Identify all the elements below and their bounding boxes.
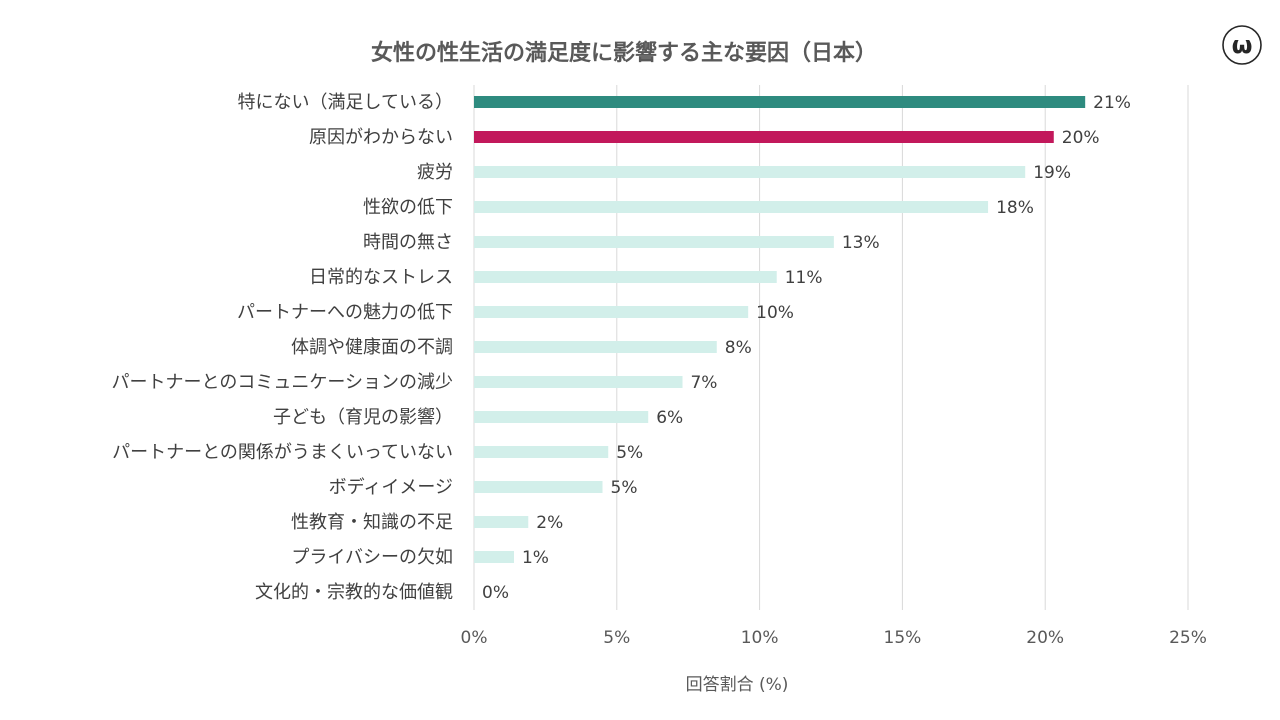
x-tick-label: 10% bbox=[741, 628, 779, 648]
data-label: 2% bbox=[536, 513, 563, 533]
category-label: 原因がわからない bbox=[309, 127, 453, 148]
bar-13 bbox=[474, 551, 514, 563]
data-label: 11% bbox=[785, 268, 823, 288]
category-label: プライバシーの欠如 bbox=[291, 547, 453, 568]
chart-title: 女性の性生活の満足度に影響する主な要因（日本） bbox=[371, 40, 877, 66]
data-label: 18% bbox=[996, 198, 1034, 218]
bar-2 bbox=[474, 166, 1026, 178]
data-label: 5% bbox=[616, 443, 643, 463]
category-label: パートナーへの魅力の低下 bbox=[237, 302, 453, 323]
category-label: 時間の無さ bbox=[363, 232, 453, 253]
data-label: 20% bbox=[1062, 128, 1100, 148]
x-tick-label: 20% bbox=[1026, 628, 1064, 648]
x-tick-label: 15% bbox=[884, 628, 922, 648]
category-label: パートナーとの関係がうまくいっていない bbox=[112, 442, 453, 463]
brand-logo: ω bbox=[1222, 25, 1262, 65]
bar-7 bbox=[474, 341, 717, 353]
category-label: 文化的・宗教的な価値観 bbox=[255, 582, 453, 603]
category-labels: 特にない（満足している） 原因がわからない疲労性欲の低下時間の無さ日常的なストレス… bbox=[112, 92, 453, 603]
category-label: 体調や健康面の不調 bbox=[291, 337, 453, 358]
category-label: パートナーとのコミュニケーションの減少 bbox=[112, 372, 453, 393]
x-tick-label: 0% bbox=[461, 628, 488, 648]
x-axis-title: 回答割合 (%) bbox=[686, 675, 789, 695]
bar-8 bbox=[474, 376, 683, 388]
data-label: 13% bbox=[842, 233, 880, 253]
bar-4 bbox=[474, 236, 834, 248]
data-label: 19% bbox=[1033, 163, 1071, 183]
data-label: 8% bbox=[725, 338, 752, 358]
data-labels: 21% 20% 19% 18% 13% 11% 10%8% 7% 6% 5% 5% 2% 1% 0% bbox=[482, 93, 1131, 603]
data-label: 7% bbox=[690, 373, 717, 393]
category-label: ボディイメージ bbox=[329, 477, 453, 498]
bar-1 bbox=[474, 131, 1054, 143]
x-tick-label: 5% bbox=[603, 628, 630, 648]
bar-12 bbox=[474, 516, 529, 528]
bar-9 bbox=[474, 411, 649, 423]
category-label: 疲労 bbox=[417, 162, 453, 183]
bar-11 bbox=[474, 481, 603, 493]
data-label: 10% bbox=[756, 303, 794, 323]
bar-0 bbox=[474, 96, 1086, 108]
data-label: 0% bbox=[482, 583, 509, 603]
data-label: 1% bbox=[522, 548, 549, 568]
category-label: 性教育・知識の不足 bbox=[291, 512, 453, 533]
category-label: 子ども（育児の影響） bbox=[273, 407, 453, 428]
category-label: 日常的なストレス bbox=[309, 267, 453, 288]
data-label: 6% bbox=[656, 408, 683, 428]
bars bbox=[474, 96, 1086, 563]
x-axis-ticks: 0% 5% 10% 15% 20% 25% bbox=[461, 628, 1207, 648]
data-label: 21% bbox=[1093, 93, 1131, 113]
category-label: 特にない（満足している） bbox=[238, 92, 453, 113]
category-label: 性欲の低下 bbox=[363, 197, 453, 218]
x-tick-label: 25% bbox=[1169, 628, 1207, 648]
bar-6 bbox=[474, 306, 749, 318]
bar-3 bbox=[474, 201, 989, 213]
bar-5 bbox=[474, 271, 777, 283]
wellness-logo-icon: ω bbox=[1232, 31, 1253, 59]
logo-ring bbox=[1222, 25, 1262, 65]
bar-10 bbox=[474, 446, 609, 458]
data-label: 5% bbox=[611, 478, 638, 498]
